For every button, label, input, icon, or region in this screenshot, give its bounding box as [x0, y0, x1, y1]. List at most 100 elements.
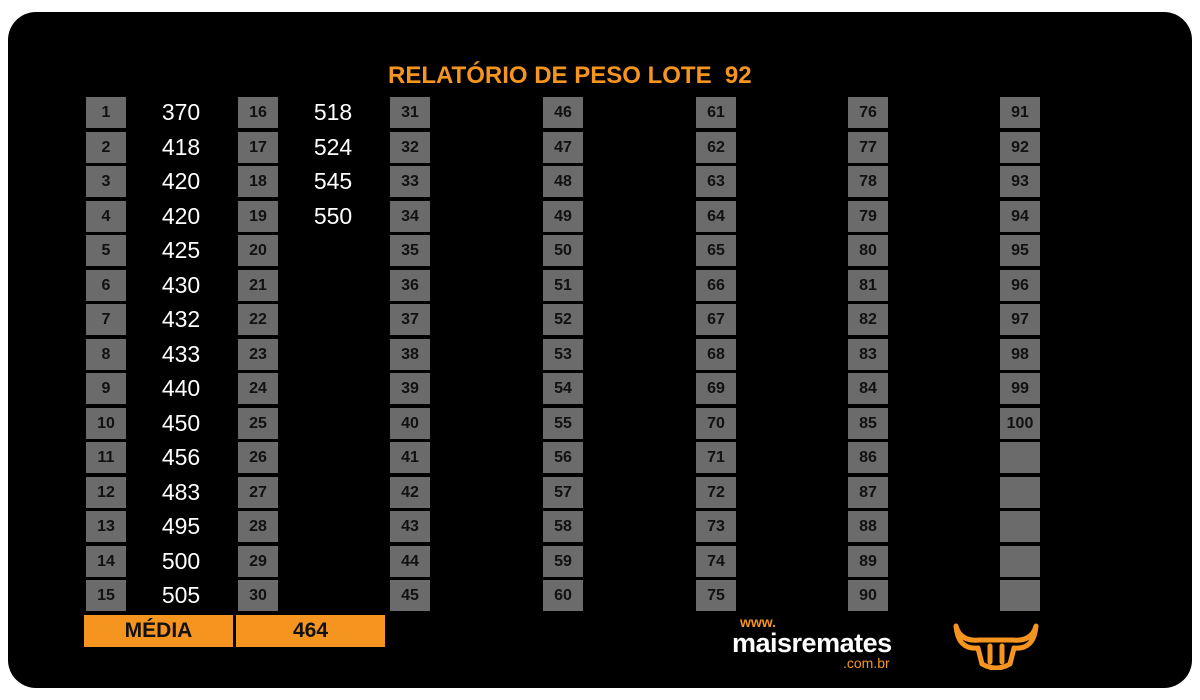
lot-index-42: 42: [390, 476, 430, 508]
lot-index-4: 4: [86, 200, 126, 232]
lot-index-79: 79: [848, 200, 888, 232]
lot-index-72: 72: [696, 476, 736, 508]
lot-index-5: 5: [86, 235, 126, 266]
lot-index-41: 41: [390, 442, 430, 473]
lot-index-26: 26: [238, 442, 278, 473]
lot-index-29: 29: [238, 545, 278, 577]
bull-head-icon: [953, 623, 1039, 670]
lot-index-33: 33: [390, 166, 430, 197]
weight-value-19: 550: [313, 202, 353, 229]
lot-index-62: 62: [696, 131, 736, 163]
lot-index-73: 73: [696, 511, 736, 542]
weight-value-7: 432: [161, 306, 201, 332]
lot-index-9: 9: [86, 373, 126, 404]
lot-index-77: 77: [848, 131, 888, 163]
lot-index-96: 96: [1000, 269, 1040, 301]
weight-value-13: 495: [161, 513, 201, 539]
weight-value-18: 545: [313, 168, 353, 194]
lot-index-47: 47: [543, 131, 583, 163]
lot-index-10: 10: [86, 407, 126, 439]
weight-value-6: 430: [161, 271, 201, 298]
lot-index-89: 89: [848, 545, 888, 577]
lot-index-52: 52: [543, 304, 583, 335]
lot-index-58: 58: [543, 511, 583, 542]
weight-value-15: 505: [161, 582, 201, 608]
lot-index-19: 19: [238, 200, 278, 232]
lot-index-78: 78: [848, 166, 888, 197]
lot-index-17: 17: [238, 131, 278, 163]
lot-index-69: 69: [696, 373, 736, 404]
lot-index-7: 7: [86, 304, 126, 335]
empty-cell: [1000, 545, 1040, 577]
lot-index-71: 71: [696, 442, 736, 473]
lot-index-67: 67: [696, 304, 736, 335]
lot-index-56: 56: [543, 442, 583, 473]
lot-index-46: 46: [543, 97, 583, 128]
lot-index-80: 80: [848, 235, 888, 266]
lot-index-86: 86: [848, 442, 888, 473]
lot-index-76: 76: [848, 97, 888, 128]
empty-cell: [1000, 580, 1040, 611]
lot-index-24: 24: [238, 373, 278, 404]
lot-index-70: 70: [696, 407, 736, 439]
lot-index-83: 83: [848, 338, 888, 370]
weight-value-2: 418: [161, 133, 201, 160]
lot-index-1: 1: [86, 97, 126, 128]
lot-index-27: 27: [238, 476, 278, 508]
lot-index-14: 14: [86, 545, 126, 577]
lot-index-65: 65: [696, 235, 736, 266]
lot-index-54: 54: [543, 373, 583, 404]
lot-index-91: 91: [1000, 97, 1040, 128]
lot-index-48: 48: [543, 166, 583, 197]
lot-index-25: 25: [238, 407, 278, 439]
weight-value-17: 524: [313, 133, 353, 160]
lot-index-12: 12: [86, 476, 126, 508]
lot-index-2: 2: [86, 131, 126, 163]
brand-www: www.: [740, 614, 777, 630]
weight-value-10: 450: [161, 409, 201, 436]
lot-index-87: 87: [848, 476, 888, 508]
lot-index-43: 43: [390, 511, 430, 542]
lot-index-68: 68: [696, 338, 736, 370]
lot-index-95: 95: [1000, 235, 1040, 266]
lot-index-15: 15: [86, 580, 126, 611]
lot-index-45: 45: [390, 580, 430, 611]
lot-index-51: 51: [543, 269, 583, 301]
weight-value-3: 420: [161, 168, 201, 194]
lot-index-57: 57: [543, 476, 583, 508]
lot-index-49: 49: [543, 200, 583, 232]
lot-index-3: 3: [86, 166, 126, 197]
lot-index-94: 94: [1000, 200, 1040, 232]
average-label: MÉDIA: [84, 615, 233, 647]
weight-value-5: 425: [161, 237, 201, 263]
lot-index-99: 99: [1000, 373, 1040, 404]
lot-index-32: 32: [390, 131, 430, 163]
lot-index-59: 59: [543, 545, 583, 577]
lot-index-55: 55: [543, 407, 583, 439]
lot-index-53: 53: [543, 338, 583, 370]
lot-index-16: 16: [238, 97, 278, 128]
lot-index-63: 63: [696, 166, 736, 197]
empty-cell: [1000, 476, 1040, 508]
empty-cell: [1000, 442, 1040, 473]
lot-index-66: 66: [696, 269, 736, 301]
lot-index-22: 22: [238, 304, 278, 335]
weight-value-8: 433: [161, 340, 201, 367]
lot-index-84: 84: [848, 373, 888, 404]
lot-index-23: 23: [238, 338, 278, 370]
lot-index-38: 38: [390, 338, 430, 370]
brand-domain: .com.br: [843, 655, 890, 671]
lot-index-21: 21: [238, 269, 278, 301]
lot-index-98: 98: [1000, 338, 1040, 370]
weight-value-12: 483: [161, 478, 201, 505]
lot-index-74: 74: [696, 545, 736, 577]
lot-index-18: 18: [238, 166, 278, 197]
lot-index-6: 6: [86, 269, 126, 301]
weight-value-16: 518: [313, 99, 353, 125]
brand-name: maisremates: [732, 628, 892, 658]
report-title: RELATÓRIO DE PESO LOTE 92: [388, 62, 752, 89]
lot-index-37: 37: [390, 304, 430, 335]
lot-index-20: 20: [238, 235, 278, 266]
lot-index-8: 8: [86, 338, 126, 370]
lot-index-13: 13: [86, 511, 126, 542]
